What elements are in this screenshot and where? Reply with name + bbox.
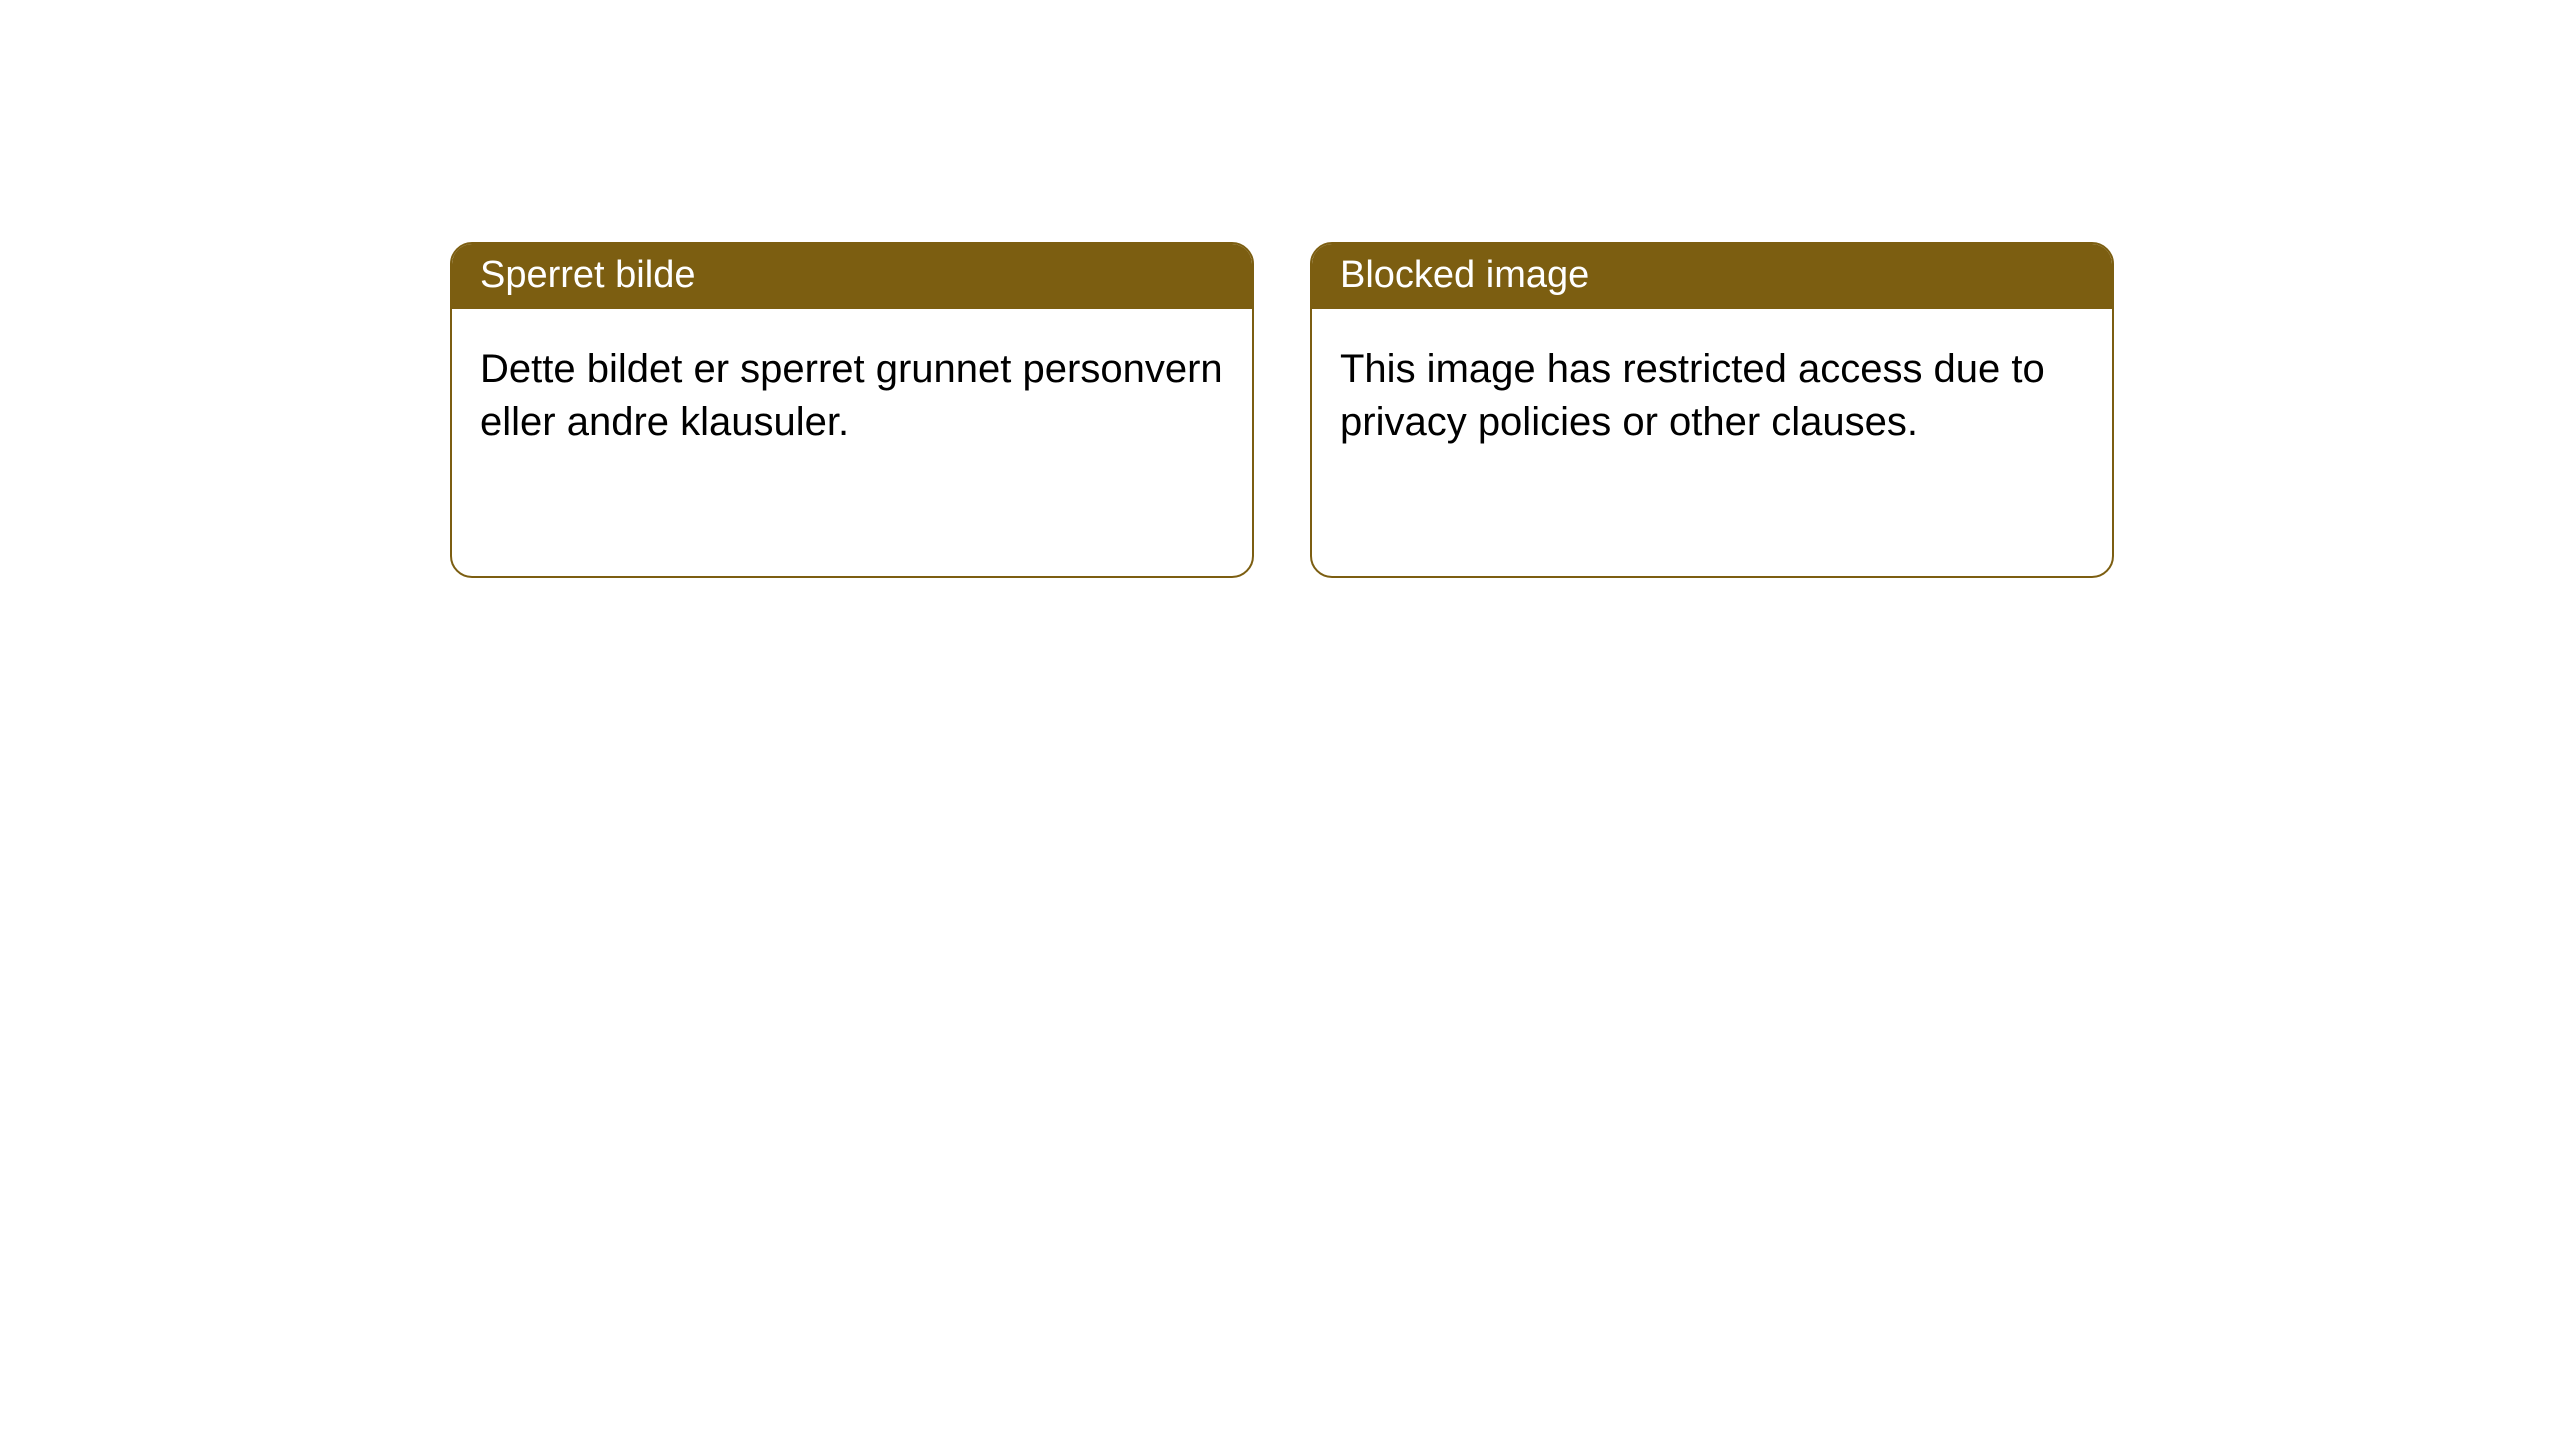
notice-card-header: Blocked image bbox=[1312, 244, 2112, 309]
notice-card-body: This image has restricted access due to … bbox=[1312, 309, 2112, 483]
notice-card-text: Dette bildet er sperret grunnet personve… bbox=[480, 347, 1223, 444]
notice-card-title: Blocked image bbox=[1340, 254, 1589, 296]
notice-card-body: Dette bildet er sperret grunnet personve… bbox=[452, 309, 1252, 483]
notice-card-text: This image has restricted access due to … bbox=[1340, 347, 2045, 444]
notice-card-header: Sperret bilde bbox=[452, 244, 1252, 309]
notice-card-norwegian: Sperret bilde Dette bildet er sperret gr… bbox=[450, 242, 1254, 578]
notice-card-english: Blocked image This image has restricted … bbox=[1310, 242, 2114, 578]
notice-cards-container: Sperret bilde Dette bildet er sperret gr… bbox=[450, 242, 2114, 578]
notice-card-title: Sperret bilde bbox=[480, 254, 695, 296]
